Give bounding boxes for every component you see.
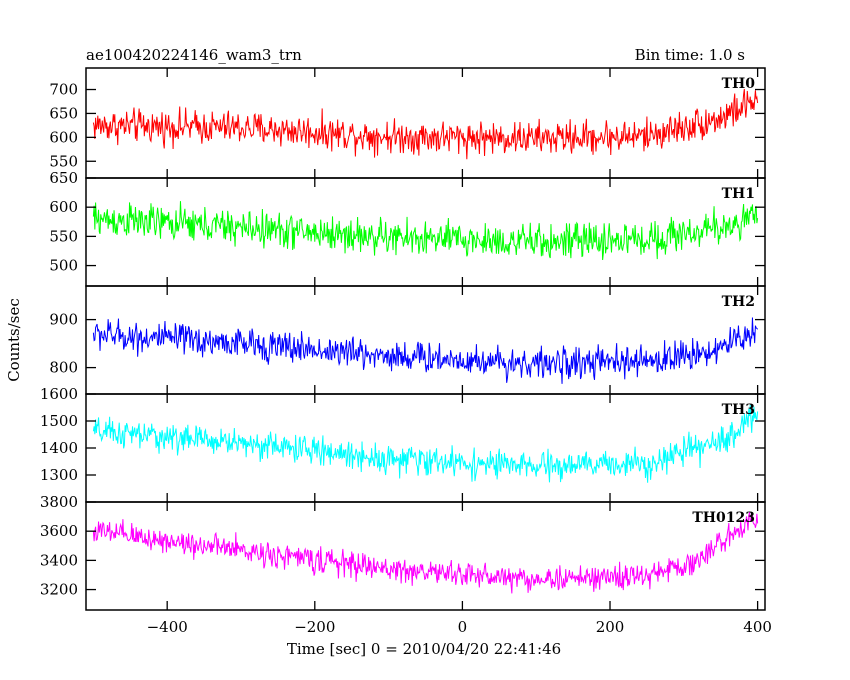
panel-frame xyxy=(85,393,766,503)
panel-label: TH1 xyxy=(722,186,755,202)
y-tick-label: 550 xyxy=(49,152,78,170)
panel-frame xyxy=(85,501,766,611)
y-tick-label: 600 xyxy=(49,198,78,216)
panel-label: TH0 xyxy=(722,76,756,92)
panel-th2: 800 900 TH2 xyxy=(49,285,766,395)
panel-frame xyxy=(85,285,766,395)
y-tick-label: 500 xyxy=(49,257,78,275)
series-line-th1 xyxy=(92,201,759,261)
panel-th0: 550 600 650 700 TH0 xyxy=(49,67,766,179)
y-axis-title: Counts/sec xyxy=(5,298,23,382)
series-line-th3 xyxy=(92,404,759,483)
y-tick-label: 650 xyxy=(49,104,78,122)
x-tick-label: 400 xyxy=(743,618,772,636)
chart-title: ae100420224146_wam3_trn xyxy=(86,46,302,64)
y-tick-label: 700 xyxy=(49,81,78,99)
y-tick-label: 600 xyxy=(49,128,78,146)
panel-label: TH2 xyxy=(722,294,755,310)
panel-label: TH0123 xyxy=(692,510,755,526)
panel-th1: 500 550 600 650 TH1 xyxy=(49,169,766,287)
x-tick-label: 0 xyxy=(458,618,468,636)
panels: 550 600 650 700 TH0 500 550 600 650 TH1 800 900 TH2 1… xyxy=(40,67,766,611)
y-tick-label: 900 xyxy=(49,311,78,329)
x-axis: −400 −200 0 200 400 xyxy=(147,618,772,636)
y-tick-label: 1600 xyxy=(40,385,78,403)
y-tick-label: 800 xyxy=(49,359,78,377)
y-tick-label: 3200 xyxy=(40,581,78,599)
series-line-th2 xyxy=(92,317,759,384)
y-tick-label: 3400 xyxy=(40,551,78,569)
y-tick-label: 3800 xyxy=(40,493,78,511)
x-tick-label: −400 xyxy=(147,618,188,636)
x-tick-label: −200 xyxy=(294,618,335,636)
panel-label: TH3 xyxy=(722,402,755,418)
y-tick-label: 1400 xyxy=(40,439,78,457)
bin-time-label: Bin time: 1.0 s xyxy=(635,46,745,64)
panel-th3: 1300 1400 1500 1600 TH3 xyxy=(40,385,766,503)
y-tick-label: 1300 xyxy=(40,466,78,484)
y-tick-label: 1500 xyxy=(40,412,78,430)
panel-th0123: 3200 3400 3600 3800 TH0123 xyxy=(40,493,766,611)
x-tick-label: 200 xyxy=(596,618,625,636)
series-line-th0 xyxy=(92,88,759,160)
series-line-th0123 xyxy=(92,511,759,594)
y-tick-label: 650 xyxy=(49,169,78,187)
x-axis-title: Time [sec] 0 = 2010/04/20 22:41:46 xyxy=(287,640,561,658)
y-tick-label: 3600 xyxy=(40,522,78,540)
y-tick-label: 550 xyxy=(49,227,78,245)
